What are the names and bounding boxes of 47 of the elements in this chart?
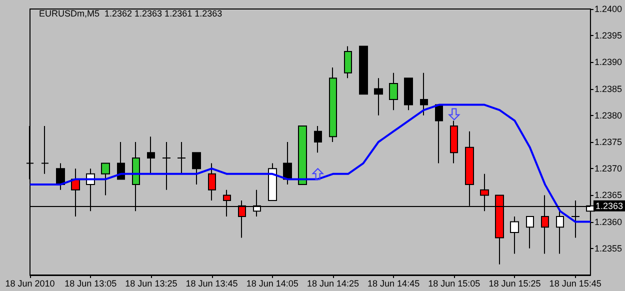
candlestick bbox=[526, 216, 534, 249]
candlestick bbox=[298, 126, 307, 186]
y-tick-label: 1.2355 bbox=[594, 243, 622, 254]
candlestick bbox=[101, 162, 110, 196]
candlestick bbox=[374, 78, 383, 116]
x-tick-label: 18 Jun 15:45 bbox=[549, 278, 602, 288]
y-tick-label: 1.2360 bbox=[594, 216, 622, 227]
candlestick bbox=[283, 142, 292, 186]
candlestick bbox=[420, 72, 428, 116]
y-tick-label: 1.2385 bbox=[594, 84, 622, 94]
y-tick-label: 1.2375 bbox=[594, 137, 622, 147]
x-tick-label: 18 Jun 15:25 bbox=[488, 278, 541, 288]
candlestick bbox=[359, 46, 368, 95]
candlestick bbox=[556, 210, 564, 254]
line-series bbox=[29, 104, 592, 223]
y-tick-label: 1.2400 bbox=[594, 4, 622, 14]
y-tick-label: 1.2380 bbox=[594, 110, 622, 120]
candlestick bbox=[314, 126, 322, 154]
candlestick bbox=[162, 142, 171, 190]
candlestick bbox=[510, 216, 519, 254]
y-tick-label: 1.2390 bbox=[594, 57, 622, 68]
x-tick-label: 18 Jun 15:05 bbox=[428, 278, 480, 288]
y-tick-label: 1.2370 bbox=[594, 164, 622, 174]
x-tick-label: 18 Jun 13:45 bbox=[186, 278, 238, 288]
candlestick bbox=[389, 72, 398, 111]
candlestick bbox=[268, 162, 277, 202]
candlestick bbox=[329, 67, 337, 142]
candlestick bbox=[344, 46, 352, 79]
x-tick-label: 18 Jun 13:05 bbox=[64, 278, 117, 288]
candlestick bbox=[147, 136, 155, 174]
candlestick bbox=[404, 78, 413, 111]
x-tick-label: 18 Jun 14:25 bbox=[306, 278, 359, 288]
x-tick-label: 18 Jun 14:05 bbox=[246, 278, 298, 288]
candlestick bbox=[450, 120, 458, 164]
candlestick bbox=[177, 142, 186, 174]
chart-title: EURUSDm,M5 1.2362 1.2363 1.2361 1.2363 bbox=[39, 8, 222, 18]
candlestick bbox=[56, 162, 65, 190]
y-tick-label: 1.2395 bbox=[594, 30, 622, 41]
x-tick-label: 18 Jun 2010 bbox=[5, 278, 55, 288]
candlestick bbox=[435, 104, 443, 164]
ref-line-label: 1.2363 bbox=[595, 200, 624, 211]
x-tick-label: 18 Jun 14:45 bbox=[368, 278, 420, 288]
candlestick bbox=[41, 126, 49, 174]
x-tick-label: 18 Jun 13:25 bbox=[125, 278, 178, 288]
y-tick-label: 1.2365 bbox=[594, 190, 622, 200]
candlestick bbox=[208, 162, 216, 202]
candlestick bbox=[192, 152, 201, 186]
